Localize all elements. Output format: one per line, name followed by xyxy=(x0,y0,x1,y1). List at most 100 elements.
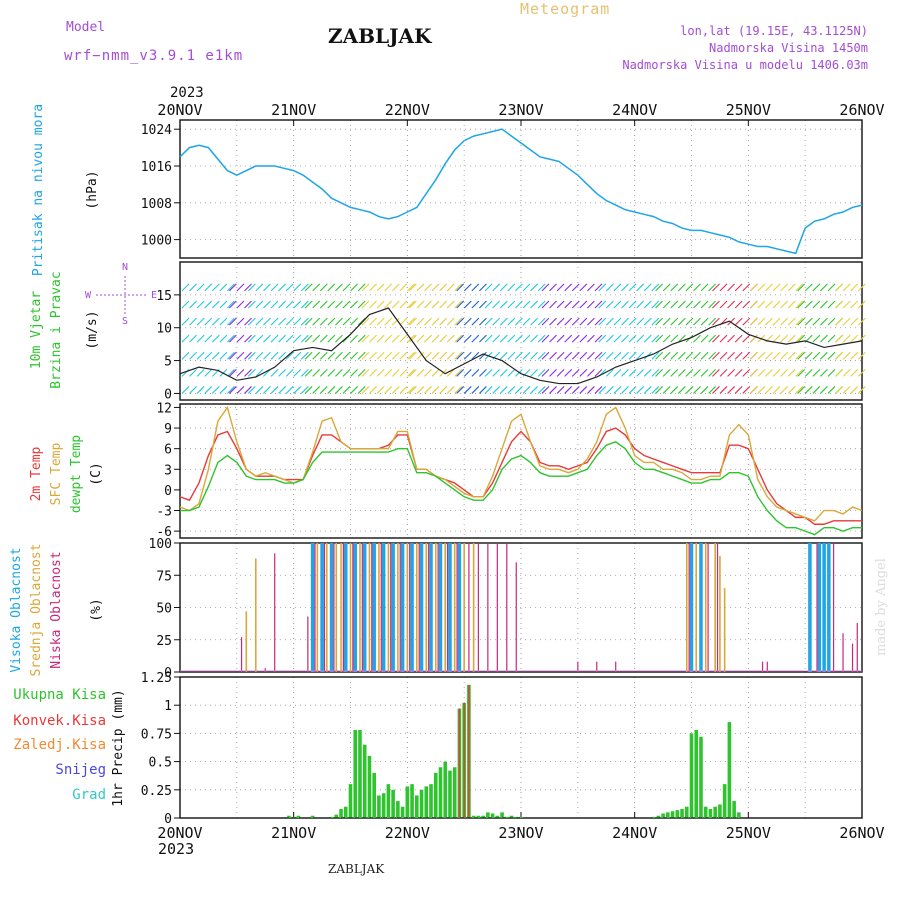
precip-bar-0 xyxy=(514,816,519,818)
wind-barb xyxy=(446,386,455,394)
wind-barb xyxy=(598,386,607,394)
wind-barb xyxy=(304,386,313,394)
wind-barb xyxy=(587,300,595,309)
cloud-bar-2 xyxy=(596,661,598,672)
wind-barb xyxy=(541,334,550,343)
temperature-ytick-label: 6 xyxy=(164,443,172,458)
wind-barb xyxy=(787,334,796,343)
wind-barb xyxy=(541,351,550,360)
wind-barb xyxy=(530,351,538,360)
wind-barb xyxy=(549,300,557,309)
precip-bar-0 xyxy=(358,730,362,818)
wind-barb xyxy=(300,386,309,394)
x-tick-label-top: 20NOV xyxy=(157,101,202,119)
wind-barb xyxy=(842,386,851,394)
wind-barb xyxy=(244,386,252,394)
wind-barb xyxy=(247,283,256,292)
wind-barb xyxy=(804,317,813,326)
wind-barb xyxy=(651,368,660,377)
wind-barb xyxy=(499,368,508,377)
wind-barb xyxy=(651,334,660,343)
wind-barb xyxy=(827,317,836,326)
x-tick-label-bottom: 22NOV xyxy=(385,824,430,842)
wind-barb xyxy=(643,300,652,309)
wind-barb xyxy=(605,317,614,326)
wind-barb xyxy=(579,334,588,343)
cloud-bar-2 xyxy=(577,661,579,672)
wind-barb xyxy=(537,334,546,343)
precip-bar-0 xyxy=(362,744,367,818)
cloud-bar-1 xyxy=(704,543,707,672)
cloud-bar-1 xyxy=(340,543,342,672)
wind-barb xyxy=(319,386,328,394)
wind-barb xyxy=(522,300,531,309)
cloud-bar-2 xyxy=(380,543,382,672)
wind-barb xyxy=(376,351,385,360)
cloud-bar-0 xyxy=(372,543,376,672)
wind-barb xyxy=(530,334,538,343)
wind-barb xyxy=(772,368,781,377)
wind-barb xyxy=(471,283,480,292)
wind-barb xyxy=(734,317,743,326)
wind-barb xyxy=(236,368,245,377)
wind-barb xyxy=(693,334,701,343)
wind-barb xyxy=(304,283,313,292)
wind-barb xyxy=(850,368,859,377)
wind-barb xyxy=(651,317,660,326)
wind-barb xyxy=(749,283,758,292)
wind-barb xyxy=(416,334,425,343)
wind-barb xyxy=(522,283,531,292)
wind-barb xyxy=(772,386,781,394)
wind-barb xyxy=(712,283,720,292)
wind-barb xyxy=(734,368,743,377)
wind-barb xyxy=(804,386,813,394)
wind-barb xyxy=(499,351,508,360)
wind-barb xyxy=(787,283,796,292)
temperature-ytick-label: -6 xyxy=(156,525,172,540)
wind-barb xyxy=(471,300,480,309)
precip-bar-0 xyxy=(433,772,438,818)
wind-barb xyxy=(541,317,550,326)
wind-barb xyxy=(342,300,351,309)
wind-barb xyxy=(327,386,336,394)
wind-barb xyxy=(579,300,588,309)
wind-barb xyxy=(655,334,663,343)
cloud-bar-1 xyxy=(453,543,456,672)
wind-barb xyxy=(587,351,595,360)
cloud-label-high: Visoka Oblacnost xyxy=(9,547,24,672)
cloud-bar-0 xyxy=(689,543,694,672)
wind-barb xyxy=(431,368,440,377)
wind-barb xyxy=(454,386,463,394)
wind-barb xyxy=(651,283,660,292)
wind-barb xyxy=(787,386,796,394)
wind-barb xyxy=(651,300,660,309)
wind-barb xyxy=(196,386,205,394)
wind-barb xyxy=(700,283,709,292)
wind-barb xyxy=(719,283,728,292)
cloud-bar-0 xyxy=(320,543,324,672)
cloud-bar-2 xyxy=(456,543,458,672)
wind-barb xyxy=(492,334,501,343)
wind-barb xyxy=(670,283,679,292)
cloud-bar-2 xyxy=(418,543,420,672)
wind-barb xyxy=(812,317,821,326)
wind-barb xyxy=(628,386,637,394)
wind-barb xyxy=(181,317,190,326)
wind-barb xyxy=(204,317,213,326)
wind-barb xyxy=(507,334,516,343)
x-tick-label-bottom: 26NOV xyxy=(839,824,884,842)
wind-barb xyxy=(399,351,408,360)
cloud-bar-1 xyxy=(434,543,437,672)
wind-barb xyxy=(369,334,377,343)
wind-barb xyxy=(293,351,302,360)
wind-barb xyxy=(471,368,480,377)
wind-barb xyxy=(335,368,343,377)
wind-barb xyxy=(708,283,717,292)
precip-bar-0 xyxy=(722,784,727,818)
wind-barb xyxy=(300,334,309,343)
cloud-bar-0 xyxy=(310,543,315,672)
wind-barb xyxy=(204,386,213,394)
wind-barb xyxy=(492,317,501,326)
wind-barb xyxy=(285,317,294,326)
